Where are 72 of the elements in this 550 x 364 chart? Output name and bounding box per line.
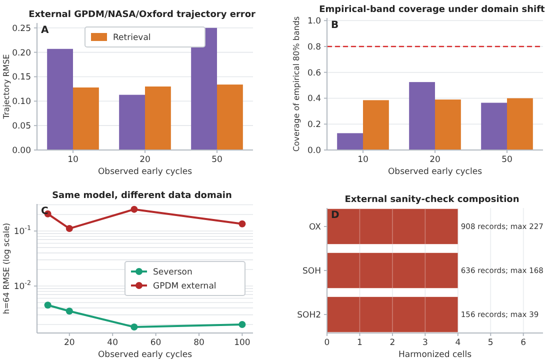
point [130,206,138,213]
bar [217,84,243,150]
y-tick-label: 0.4 [307,94,321,104]
x-tick-label: 50 [502,155,512,165]
y-tick-label: 0.10 [12,97,31,108]
y-tick-label: 0.8 [307,42,321,52]
bar [481,102,507,150]
x-tick-label: 20 [430,155,440,165]
x-tick-label: 10 [68,155,78,165]
chart-title: Empirical-band coverage under domain shift [319,5,546,15]
x-axis-title: Observed early cycles [98,167,193,177]
x-tick-label: 10 [358,155,368,165]
bar [409,82,435,150]
y-tick-label: 0.0 [307,146,321,156]
y-tick-label: 0.05 [12,122,31,132]
y-tick-label: SOH [302,266,321,276]
y-tick-label: 1.0 [307,16,321,27]
y-axis-title: Trajectory RMSE [2,54,11,120]
bar [363,100,389,150]
y-tick-label: 0.25 [12,24,31,34]
chart-title: Same model, different data domain [52,191,232,201]
legend-label: GPDM external [153,281,216,292]
chart-title: External GPDM/NASA/Oxford trajectory error [28,10,256,20]
y-tick-label: 0.00 [12,146,31,156]
bar [73,87,99,150]
x-tick-label: 0 [324,338,330,348]
x-tick-label: 1 [357,338,362,348]
point [44,302,52,309]
x-tick-label: 50 [212,155,222,165]
point [130,323,138,330]
y-tick-label: 10$^{-2}$ [14,279,31,292]
legend-label: Severson [153,267,192,278]
x-tick-label: 40 [107,338,118,348]
x-tick-label: 100 [234,338,250,348]
point [238,320,246,328]
x-tick-label: 60 [150,338,162,348]
y-tick-label: OX [309,222,322,232]
x-tick-label: 6 [520,338,526,348]
annotation: D [331,210,340,221]
x-tick-label: 5 [488,338,494,348]
x-tick-label: 3 [422,338,428,348]
x-axis-title: Observed early cycles [388,167,483,177]
y-tick-label: 0.6 [307,68,321,78]
legend-label: Retrieval [113,32,151,43]
y-tick-label: SOH2 [297,310,321,320]
bar [191,28,217,150]
y-tick-label: 0.15 [12,72,31,83]
x-tick-label: 2 [390,338,396,348]
x-tick-label: 4 [455,338,461,348]
point [66,225,73,232]
x-tick-label: 20 [140,155,150,165]
x-axis-title: Observed early cycles [98,350,193,360]
bar [47,48,73,150]
chart-title: External sanity-check composition [344,195,520,205]
x-tick-label: 80 [194,338,204,348]
x-tick-label: 20 [64,338,75,348]
bar [119,94,145,150]
annotation: A [41,25,49,36]
y-tick-label: 0.20 [12,48,31,58]
bar [507,98,533,150]
annotation: B [331,20,339,31]
bar [337,133,363,150]
y-tick-label: 10$^{-1}$ [14,224,31,237]
point [66,308,73,315]
point [238,220,246,228]
y-tick-label: 0.2 [307,120,321,130]
bar [145,86,171,150]
y-axis-title: Coverage of empirical 80% bands [292,16,301,152]
annotation: C [41,206,48,217]
x-axis-title: Harmonized cells [398,350,472,360]
bar [435,100,461,150]
y-axis-title: h=64 RMSE (log scale) [2,222,11,314]
